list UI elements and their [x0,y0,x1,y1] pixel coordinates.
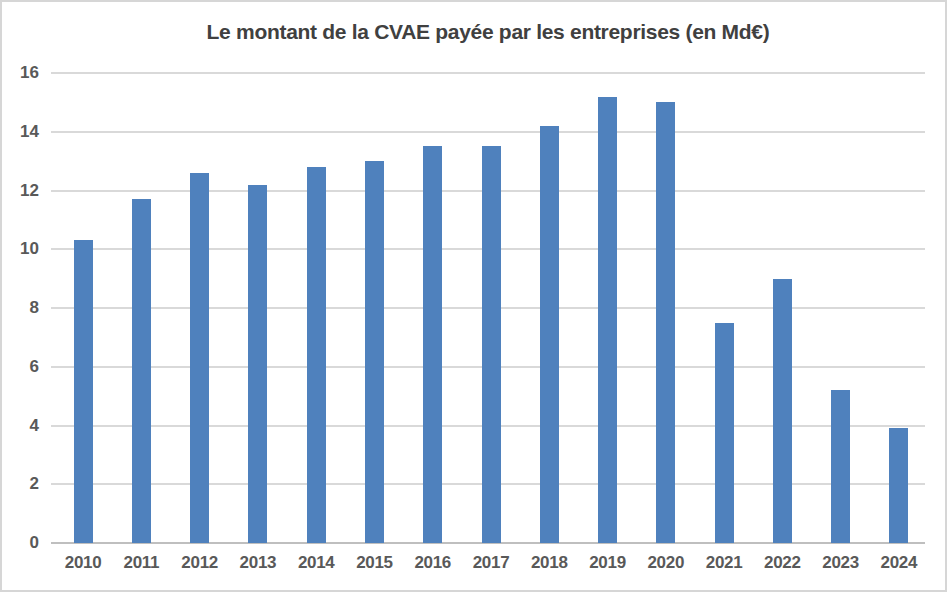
bar-2021 [715,323,734,543]
y-tick-label-0: 0 [2,533,39,553]
bar-2023 [831,390,850,543]
y-tick-label-12: 12 [2,181,39,201]
chart-title: Le montant de la CVAE payée par les entr… [51,20,925,44]
gridline-14 [51,131,925,133]
bar-2018 [540,126,559,543]
plot-area [51,73,925,543]
bar-2024 [889,428,908,543]
bar-2017 [482,146,501,543]
x-tick-label-2014: 2014 [287,553,345,573]
bar-2019 [598,97,617,544]
x-tick-label-2012: 2012 [171,553,229,573]
x-tick-label-2011: 2011 [112,553,170,573]
y-tick-label-10: 10 [2,239,39,259]
bar-2022 [773,279,792,543]
y-tick-label-4: 4 [2,416,39,436]
cvae-bar-chart: Le montant de la CVAE payée par les entr… [0,0,947,592]
bar-2015 [365,161,384,543]
x-tick-label-2023: 2023 [811,553,869,573]
y-tick-label-14: 14 [2,122,39,142]
y-tick-label-8: 8 [2,298,39,318]
x-tick-label-2010: 2010 [54,553,112,573]
bar-2016 [423,146,442,543]
y-tick-label-6: 6 [2,357,39,377]
x-tick-label-2016: 2016 [404,553,462,573]
x-tick-label-2024: 2024 [870,553,928,573]
x-tick-label-2021: 2021 [695,553,753,573]
x-tick-label-2022: 2022 [753,553,811,573]
bar-2013 [248,185,267,543]
bar-2011 [132,199,151,543]
gridline-16 [51,72,925,74]
x-tick-label-2015: 2015 [345,553,403,573]
bar-2020 [656,102,675,543]
x-tick-label-2017: 2017 [462,553,520,573]
bar-2010 [74,240,93,543]
bar-2014 [307,167,326,543]
bar-2012 [190,173,209,543]
x-tick-label-2019: 2019 [578,553,636,573]
x-tick-label-2018: 2018 [520,553,578,573]
x-tick-label-2020: 2020 [637,553,695,573]
y-tick-label-2: 2 [2,474,39,494]
x-tick-label-2013: 2013 [229,553,287,573]
y-tick-label-16: 16 [2,63,39,83]
